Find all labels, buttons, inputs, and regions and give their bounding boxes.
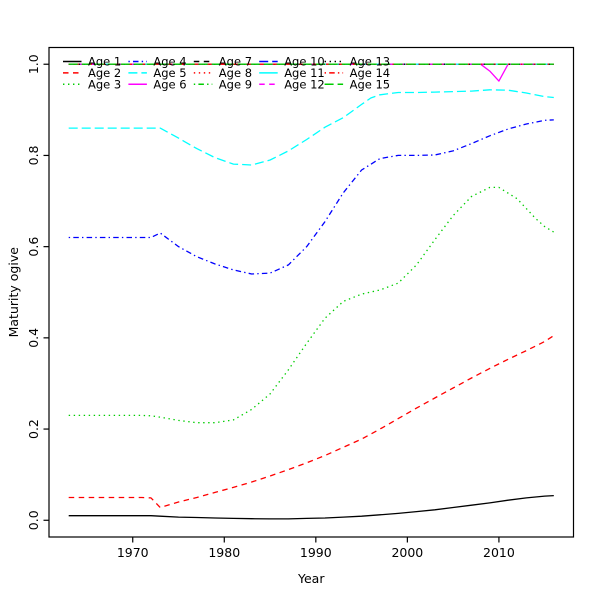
legend-label-age-13: Age 13 bbox=[350, 55, 391, 69]
x-tick-label: 1970 bbox=[117, 545, 149, 560]
plot-box bbox=[48, 46, 575, 538]
x-tick-label: 1980 bbox=[208, 545, 240, 560]
y-tick-label: 0.4 bbox=[26, 328, 41, 348]
legend-label-age-15: Age 15 bbox=[350, 77, 391, 91]
series-line-age-1 bbox=[68, 494, 554, 520]
legend-label-age-5: Age 5 bbox=[153, 66, 186, 80]
x-axis-title: Year bbox=[297, 571, 325, 586]
legend-label-age-6: Age 6 bbox=[153, 77, 186, 91]
legend-label-age-11: Age 11 bbox=[284, 66, 325, 80]
legend-label-age-9: Age 9 bbox=[219, 77, 252, 91]
legend-label-age-4: Age 4 bbox=[153, 55, 186, 69]
y-tick-label: 1.0 bbox=[26, 54, 41, 74]
y-tick-label: 0.2 bbox=[26, 419, 41, 439]
series-line-age-4 bbox=[68, 119, 554, 275]
series-line-age-3 bbox=[68, 186, 555, 424]
series-line-age-5 bbox=[68, 89, 554, 166]
legend-label-age-2: Age 2 bbox=[88, 66, 121, 80]
y-tick-label: 0.6 bbox=[26, 237, 41, 257]
legend-label-age-7: Age 7 bbox=[219, 55, 252, 69]
legend-label-age-1: Age 1 bbox=[88, 55, 121, 69]
legend-label-age-8: Age 8 bbox=[219, 66, 252, 80]
y-tick-label: 0.8 bbox=[26, 145, 41, 165]
legend-label-age-12: Age 12 bbox=[284, 77, 325, 91]
legend-label-age-14: Age 14 bbox=[350, 66, 391, 80]
x-tick-label: 2010 bbox=[483, 545, 515, 560]
series-line-age-2 bbox=[68, 335, 555, 509]
y-tick-label: 0.0 bbox=[26, 510, 41, 530]
x-tick-label: 2000 bbox=[391, 545, 423, 560]
x-tick-label: 1990 bbox=[300, 545, 332, 560]
legend-label-age-10: Age 10 bbox=[284, 55, 325, 69]
legend-label-age-3: Age 3 bbox=[88, 77, 121, 91]
y-axis-title: Maturity ogive bbox=[6, 247, 21, 338]
